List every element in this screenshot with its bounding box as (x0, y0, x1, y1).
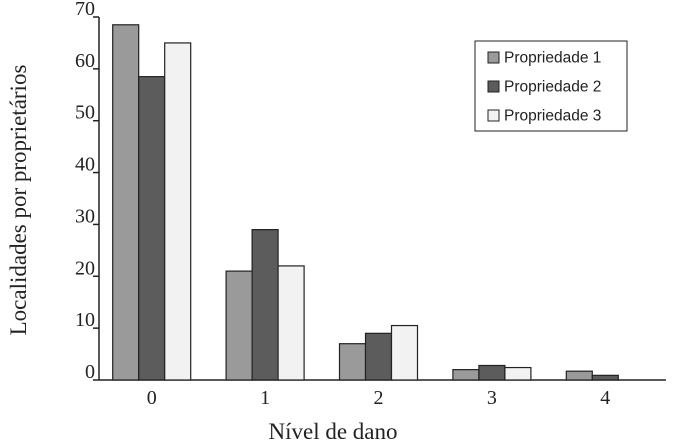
x-tick-label: 4 (600, 387, 610, 409)
legend-frame (474, 40, 628, 132)
bar-propriedade-1-cat-2 (338, 343, 367, 381)
x-tick-label: 3 (487, 387, 497, 409)
y-axis-ticks: 0 10 20 30 40 50 60 70 (75, 0, 99, 383)
bar-propriedade-1-cat-4 (565, 370, 593, 381)
bar-series-group (112, 24, 619, 381)
y-tick-label: 60 (75, 50, 95, 72)
y-tick-label: 30 (75, 205, 95, 227)
bar-propriedade-1-cat-3 (452, 369, 480, 381)
bar-propriedade-2-cat-3 (478, 364, 506, 381)
y-axis-title: Localidades por proprietários (6, 65, 31, 336)
y-tick-label: 20 (75, 257, 95, 279)
legend-swatch (487, 109, 500, 122)
bar-propriedade-2-cat-0 (138, 76, 166, 381)
x-axis-ticks: 0 1 2 3 4 (147, 387, 611, 409)
bar-propriedade-1-cat-1 (225, 270, 253, 381)
legend-swatch (487, 80, 500, 93)
legend-label: Propriedade 2 (504, 79, 601, 96)
x-tick-label: 2 (374, 387, 384, 409)
bar-propriedade-3-cat-0 (164, 42, 192, 381)
x-tick-label: 0 (147, 387, 157, 409)
y-tick-label: 10 (75, 309, 95, 331)
y-tick-label: 50 (75, 102, 95, 124)
bar-propriedade-3-cat-3 (504, 366, 532, 381)
legend-label: Propriedade 1 (504, 50, 601, 67)
chart-legend: Propriedade 1 Propriedade 2 Propriedade 3 (474, 40, 628, 132)
x-axis-title: Nível de dano (268, 419, 397, 444)
legend-swatch (487, 51, 500, 64)
x-tick-label: 1 (260, 387, 270, 409)
bar-propriedade-1-cat-0 (112, 24, 140, 381)
bar-propriedade-2-cat-1 (251, 229, 279, 381)
y-tick-label: 70 (75, 0, 95, 20)
legend-label: Propriedade 3 (504, 108, 601, 125)
bar-propriedade-2-cat-2 (364, 332, 393, 381)
bar-propriedade-3-cat-2 (390, 324, 419, 381)
bar-propriedade-3-cat-1 (277, 265, 305, 381)
y-tick-label: 40 (75, 154, 95, 176)
bar-propriedade-2-cat-4 (591, 374, 619, 381)
y-tick-label: 0 (85, 361, 95, 383)
